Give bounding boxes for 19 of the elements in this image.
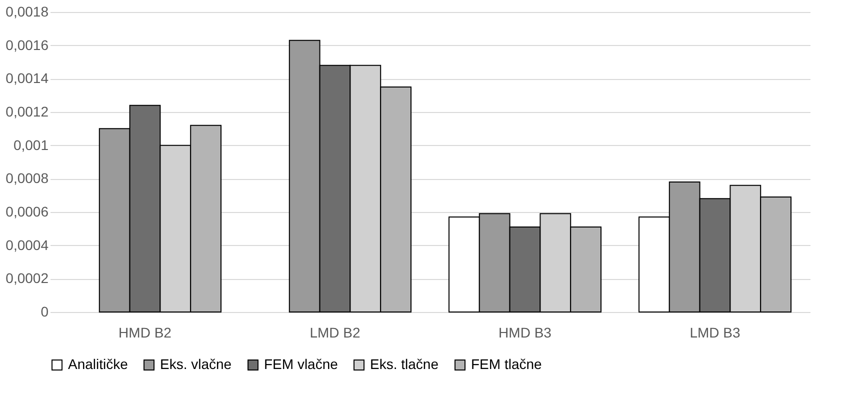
x-tick-label: HMD B3 — [498, 324, 552, 340]
y-tick-label: 0,0006 — [6, 204, 49, 220]
legend-label: Eks. vlačne — [160, 356, 232, 372]
x-tick-label: LMD B3 — [690, 324, 740, 340]
y-tick-label: 0,0002 — [6, 270, 49, 286]
y-tick-label: 0,0008 — [6, 170, 49, 186]
legend-label: FEM vlačne — [264, 356, 338, 372]
legend-label: Analitičke — [68, 356, 128, 372]
y-tick-label: 0 — [40, 304, 49, 320]
y-tick-label: 0,0016 — [6, 36, 49, 53]
legend-label: Eks. tlačne — [370, 356, 439, 372]
y-tick-label: 0,001 — [13, 136, 49, 153]
y-tick-label: 0,0018 — [6, 4, 49, 20]
x-tick-label: HMD B2 — [118, 324, 172, 340]
x-tick-label: LMD B2 — [310, 324, 360, 340]
legend-label: FEM tlačne — [471, 356, 542, 372]
y-tick-label: 0,0004 — [6, 236, 49, 253]
y-tick-label: 0,0014 — [6, 70, 49, 86]
y-tick-label: 0,0012 — [6, 104, 49, 120]
